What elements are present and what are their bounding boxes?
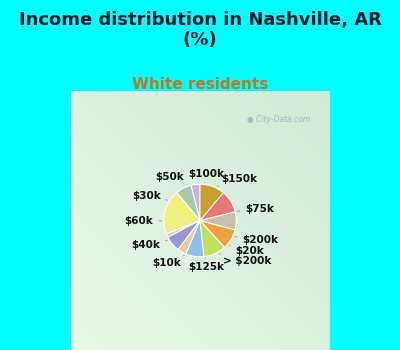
Text: $200k: $200k (235, 235, 278, 245)
Text: $60k: $60k (125, 216, 162, 226)
Wedge shape (200, 220, 235, 247)
Text: $75k: $75k (237, 204, 274, 214)
Wedge shape (200, 220, 224, 257)
Wedge shape (164, 193, 200, 234)
Text: $150k: $150k (218, 174, 257, 187)
Text: $50k: $50k (155, 172, 187, 184)
Text: $30k: $30k (132, 191, 168, 201)
Text: $40k: $40k (131, 240, 167, 250)
Text: > $200k: > $200k (219, 254, 272, 266)
Wedge shape (200, 193, 235, 220)
Wedge shape (177, 186, 200, 220)
Text: Income distribution in Nashville, AR
(%): Income distribution in Nashville, AR (%) (18, 10, 382, 49)
Wedge shape (168, 220, 200, 250)
Wedge shape (186, 220, 204, 257)
Wedge shape (191, 184, 200, 220)
Text: $10k: $10k (152, 256, 184, 268)
Wedge shape (178, 220, 200, 254)
Wedge shape (166, 220, 200, 237)
Text: $100k: $100k (188, 169, 224, 182)
Text: ● City-Data.com: ● City-Data.com (247, 115, 310, 124)
Wedge shape (200, 184, 223, 220)
Wedge shape (200, 212, 236, 230)
Text: White residents: White residents (132, 77, 268, 92)
Text: $125k: $125k (189, 258, 225, 272)
Text: $20k: $20k (229, 245, 264, 256)
